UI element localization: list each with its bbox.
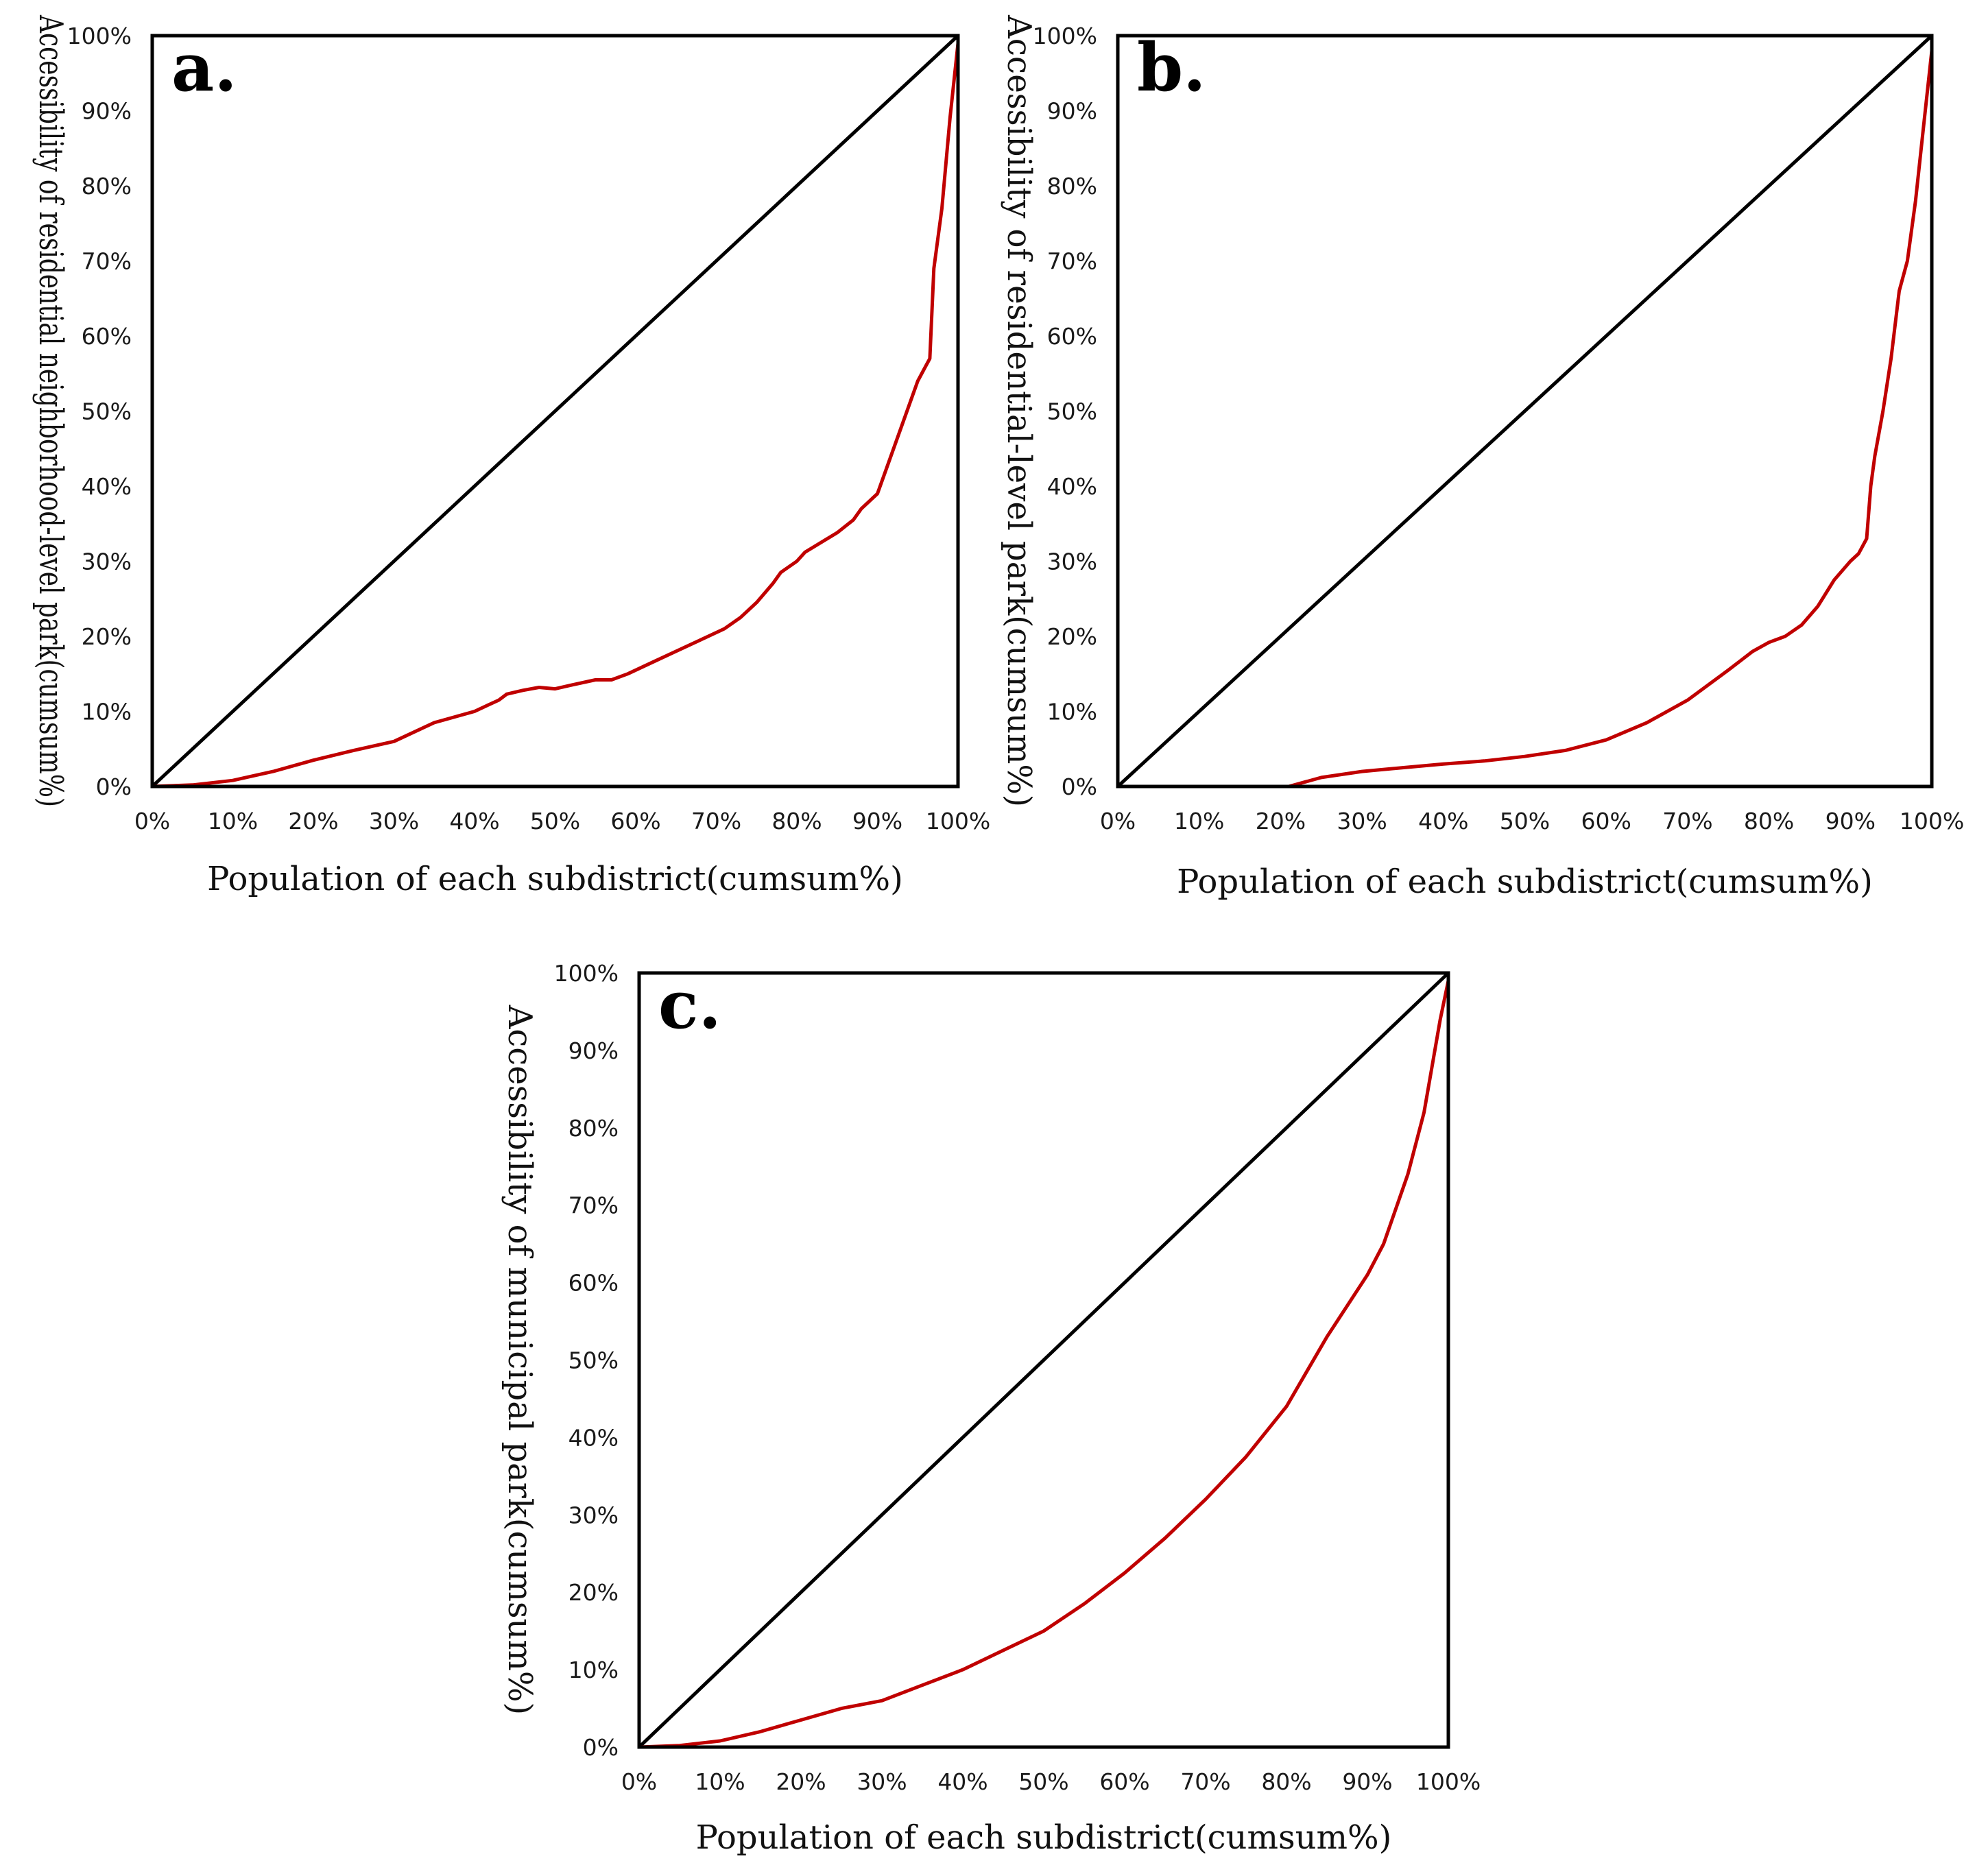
- x-tick-label: 40%: [937, 1768, 987, 1795]
- y-axis-title: Accessibility of residential-level park(…: [1000, 14, 1038, 807]
- x-tick-label: 30%: [369, 808, 419, 834]
- y-tick-label: 80%: [568, 1115, 619, 1142]
- x-tick-label: 90%: [1342, 1768, 1392, 1795]
- panel-label: c.: [658, 966, 721, 1044]
- x-tick-label: 50%: [530, 808, 580, 834]
- plot-frame: [637, 971, 1450, 1749]
- chart-panel-1: 0% 10% 20% 30% 40% 50% 60% 70% 80% 90% 100% 0% 10% 20…: [32, 14, 990, 898]
- x-tick-label: 60%: [1581, 808, 1631, 834]
- x-tick-label: 80%: [1261, 1768, 1311, 1795]
- x-tick-label: 50%: [1500, 808, 1550, 834]
- x-tick-label: 60%: [610, 808, 660, 834]
- equality-line: [151, 34, 959, 788]
- plot-frame: [150, 34, 960, 789]
- x-axis-title: Population of each subdistrict(cumsum%): [1177, 863, 1873, 901]
- x-tick-label: 80%: [771, 808, 822, 834]
- y-tick-label: 50%: [82, 398, 132, 425]
- y-tick-label: 70%: [82, 248, 132, 275]
- y-tick-label: 60%: [1047, 323, 1097, 350]
- lorenz-curve: [637, 978, 1450, 1749]
- x-tick-label: 20%: [1256, 808, 1306, 834]
- y-tick-label: 80%: [1047, 173, 1097, 200]
- y-tick-label: 40%: [1047, 473, 1097, 500]
- y-tick-label: 100%: [1033, 23, 1097, 49]
- y-tick-label: 10%: [82, 699, 132, 725]
- y-tick-label: 70%: [568, 1192, 619, 1219]
- x-tick-label: 30%: [857, 1768, 907, 1795]
- y-tick-label: 50%: [1047, 398, 1097, 425]
- y-tick-label: 100%: [67, 23, 132, 49]
- y-tick-label: 80%: [82, 173, 132, 200]
- y-tick-label: 30%: [568, 1502, 619, 1528]
- x-tick-label: 10%: [1174, 808, 1224, 834]
- equality-line: [1116, 34, 1933, 788]
- y-tick-label: 100%: [554, 960, 619, 987]
- x-tick-label: 20%: [776, 1768, 826, 1795]
- y-tick-label: 50%: [568, 1347, 619, 1374]
- y-tick-label: 20%: [568, 1579, 619, 1606]
- y-tick-label: 20%: [1047, 623, 1097, 650]
- x-tick-label: 100%: [1416, 1768, 1481, 1795]
- y-axis-title: Accessibility of residential neighborhoo…: [32, 14, 70, 807]
- y-tick-label: 10%: [568, 1657, 619, 1683]
- x-tick-label: 40%: [1418, 808, 1468, 834]
- chart-panel-2: 0% 10% 20% 30% 40% 50% 60% 70% 80% 90% 100% 0% 10% 20…: [1000, 14, 1964, 901]
- y-tick-label: 40%: [82, 473, 132, 500]
- x-tick-label: 100%: [1900, 808, 1964, 834]
- y-tick-label: 0%: [96, 773, 132, 800]
- x-tick-label: 40%: [449, 808, 499, 834]
- panel-label: a.: [171, 29, 237, 106]
- x-tick-label: 60%: [1099, 1768, 1149, 1795]
- y-tick-label: 30%: [82, 549, 132, 575]
- y-tick-label: 0%: [1062, 773, 1097, 800]
- chart-panel-3: 0% 10% 20% 30% 40% 50% 60% 70% 80% 90% 100% 0% 10% 20…: [501, 960, 1481, 1857]
- lorenz-curve: [150, 41, 960, 789]
- panel-label: b.: [1137, 29, 1206, 106]
- y-tick-label: 20%: [82, 623, 132, 650]
- x-tick-label: 90%: [1826, 808, 1876, 834]
- y-tick-label: 70%: [1047, 248, 1097, 275]
- x-tick-label: 30%: [1337, 808, 1387, 834]
- x-tick-label: 10%: [695, 1768, 745, 1795]
- x-axis-title: Population of each subdistrict(cumsum%): [696, 1818, 1392, 1857]
- equality-line: [638, 972, 1450, 1748]
- y-axis-title: Accessibility of municipal park(cumsum%): [501, 1005, 539, 1716]
- x-tick-label: 70%: [691, 808, 741, 834]
- x-tick-label: 20%: [288, 808, 338, 834]
- x-axis-title: Population of each subdistrict(cumsum%): [207, 860, 903, 898]
- y-tick-label: 40%: [568, 1424, 619, 1451]
- x-tick-label: 90%: [852, 808, 902, 834]
- x-tick-label: 0%: [134, 808, 170, 834]
- y-tick-label: 10%: [1047, 699, 1097, 725]
- x-tick-label: 70%: [1662, 808, 1712, 834]
- x-tick-label: 0%: [1100, 808, 1136, 834]
- x-tick-label: 50%: [1018, 1768, 1068, 1795]
- x-tick-label: 80%: [1744, 808, 1794, 834]
- y-tick-label: 60%: [568, 1270, 619, 1297]
- y-tick-label: 30%: [1047, 549, 1097, 575]
- x-tick-label: 70%: [1180, 1768, 1230, 1795]
- x-tick-label: 100%: [926, 808, 990, 834]
- y-tick-label: 90%: [568, 1037, 619, 1064]
- y-tick-label: 60%: [82, 323, 132, 350]
- y-tick-label: 90%: [1047, 98, 1097, 125]
- x-tick-label: 10%: [208, 808, 258, 834]
- x-tick-label: 0%: [621, 1768, 657, 1795]
- y-tick-label: 0%: [583, 1734, 619, 1761]
- lorenz-curve: [1116, 49, 1934, 789]
- y-tick-label: 90%: [82, 98, 132, 125]
- plot-frame: [1116, 34, 1934, 789]
